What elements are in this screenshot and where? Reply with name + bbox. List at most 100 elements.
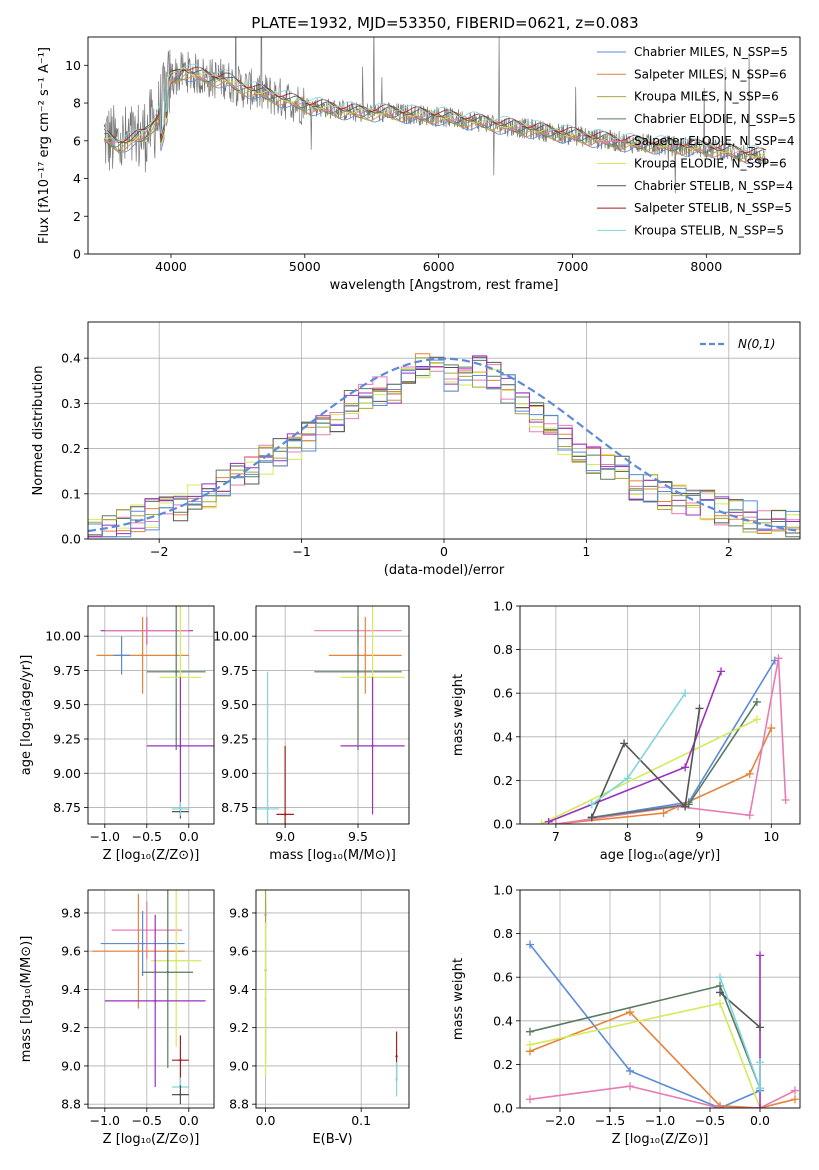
series-line-salpeter_elodie xyxy=(555,658,787,824)
axes-frame xyxy=(255,605,410,825)
tick-label-y: 9.25 xyxy=(221,731,249,746)
legend-entry-kroupa_stelib: Kroupa STELIB, N_SSP=5 xyxy=(634,223,784,237)
normal-curve xyxy=(88,357,800,533)
tick-label-y: 0.2 xyxy=(493,1057,513,1072)
tick-label-x: 0.0 xyxy=(179,1113,199,1128)
series-line-chabrier_stelib xyxy=(719,991,761,1028)
tick-label-y: 9.4 xyxy=(229,982,249,997)
series-line-chabrier_stelib xyxy=(591,708,701,818)
plus-marker xyxy=(537,820,546,824)
tick-label-x: −0.5 xyxy=(695,1113,725,1128)
tick-label-y: 10.00 xyxy=(213,629,249,644)
plus-marker xyxy=(551,820,560,824)
tick-label-x: 2 xyxy=(725,544,733,559)
plus-marker xyxy=(626,1008,634,1017)
data-point xyxy=(266,807,269,811)
plus-marker xyxy=(756,1084,764,1093)
tick-label-y: 9.00 xyxy=(221,766,249,781)
series-line-kroupa_elodie xyxy=(529,1002,761,1108)
tick-label-x: 7000 xyxy=(557,259,589,274)
tick-label-x: −1 xyxy=(292,544,310,559)
plus-marker xyxy=(716,999,724,1008)
plus-marker xyxy=(716,988,724,997)
plus-marker xyxy=(626,1082,634,1091)
tick-label-y: 9.50 xyxy=(221,697,249,712)
data-point xyxy=(166,971,169,974)
tick-label-y: 8.75 xyxy=(221,800,249,815)
plus-marker xyxy=(695,704,704,713)
tick-label-x: 0.0 xyxy=(256,1113,276,1128)
axis-label-x: mass [log₁₀(M/M⊙)] xyxy=(269,848,396,863)
legend-entry-normal: N(0,1) xyxy=(738,337,775,351)
legend: Chabrier MILES, N_SSP=5 Salpeter MILES, N… xyxy=(597,45,796,237)
axes-residuals: −2 −1 0 1 2 0.0 0.1 0.2 0.3 0.4 (data-model)/error… xyxy=(31,321,801,578)
plot-area xyxy=(96,606,214,819)
tick-label-x: 6000 xyxy=(423,259,455,274)
axis-label-y: Normed distribution xyxy=(31,366,46,496)
plus-marker xyxy=(626,1066,634,1075)
data-point xyxy=(179,807,182,811)
tick-label-y: 0 xyxy=(73,247,81,262)
tick-label-y: 1.0 xyxy=(493,883,513,898)
data-point xyxy=(120,654,123,657)
axis-label-y: age [log₁₀(age/yr)] xyxy=(19,655,34,776)
tick-label-x: −1.5 xyxy=(595,1113,625,1128)
tick-label-y: 9.8 xyxy=(61,905,81,920)
series-line-salpeter_miles xyxy=(555,727,773,824)
axis-label-y: mass [log₁₀(M/M⊙)] xyxy=(19,936,34,1063)
tick-label-y: 9.75 xyxy=(53,663,81,678)
data-point xyxy=(179,744,182,748)
data-point xyxy=(141,654,144,657)
data-point xyxy=(364,654,367,657)
axes-mass-vs-Z: −1.0 −0.5 0.0 8.8 9.0 9.2 9.4 9.6 9.8 Z [log₁₀(Z/… xyxy=(19,889,215,1147)
plus-marker xyxy=(745,769,754,778)
legend-entry-salpeter_elodie: Salpeter ELODIE, N_SSP=4 xyxy=(634,134,795,148)
axis-label-x: Z [log₁₀(Z/Z⊙)] xyxy=(103,848,200,863)
tick-label-y: 0.4 xyxy=(493,1013,513,1028)
axis-label-x: (data-model)/error xyxy=(384,563,505,578)
model-line-chabrier_stelib xyxy=(104,68,766,156)
plus-marker xyxy=(717,667,726,676)
plus-marker xyxy=(587,800,596,809)
tick-label-x: 4000 xyxy=(155,259,187,274)
legend-entry-salpeter_miles: Salpeter MILES, N_SSP=6 xyxy=(634,67,787,81)
axis-label-x: Z [log₁₀(Z/Z⊙)] xyxy=(103,1132,200,1147)
data-point xyxy=(137,949,140,953)
tick-label-y: 0.8 xyxy=(493,926,513,941)
plot-area xyxy=(537,654,790,824)
tick-label-x: −2.0 xyxy=(545,1113,575,1128)
plus-marker xyxy=(752,697,761,706)
tick-label-x: −1.0 xyxy=(90,1113,120,1128)
tick-label-y: 0.4 xyxy=(61,351,81,366)
plus-marker xyxy=(756,1058,764,1067)
series-line-kroupa_elodie xyxy=(541,718,758,824)
plus-marker xyxy=(752,715,761,724)
tick-label-y: 9.50 xyxy=(53,697,81,712)
tick-label-x: 5000 xyxy=(289,259,321,274)
axes-spectrum: 4000 5000 6000 7000 8000 0 2 4 6 8 10 wavelength [A… xyxy=(37,36,801,293)
tick-label-y: 9.2 xyxy=(61,1020,81,1035)
tick-label-y: 2 xyxy=(73,209,81,224)
tick-label-x: −1.0 xyxy=(90,829,120,844)
legend-entry-salpeter_stelib: Salpeter STELIB, N_SSP=5 xyxy=(634,201,792,215)
series-line-kroupa_stelib xyxy=(591,692,686,806)
data-point xyxy=(175,959,178,962)
axis-label-y: mass weight xyxy=(451,958,466,1040)
data-point xyxy=(145,928,148,932)
tick-label-y: 4 xyxy=(73,171,81,186)
plus-marker xyxy=(716,1104,724,1108)
plus-marker xyxy=(623,774,632,783)
tick-label-x: 7 xyxy=(552,829,560,844)
plus-marker xyxy=(681,689,690,698)
legend-entry-chabrier_stelib: Chabrier STELIB, N_SSP=4 xyxy=(634,179,793,193)
tick-label-y: 8.75 xyxy=(53,800,81,815)
tick-label-y: 0.6 xyxy=(493,970,513,985)
axes-mass-vs-ebv: 0.0 0.1 8.8 9.0 9.2 9.4 9.6 9.8 E(B-V) xyxy=(229,889,410,1147)
data-point xyxy=(154,999,157,1003)
tick-label-x: −2 xyxy=(150,544,168,559)
data-point xyxy=(395,1078,398,1081)
tick-label-y: 10 xyxy=(65,58,81,73)
tick-label-x: −0.5 xyxy=(132,1113,162,1128)
